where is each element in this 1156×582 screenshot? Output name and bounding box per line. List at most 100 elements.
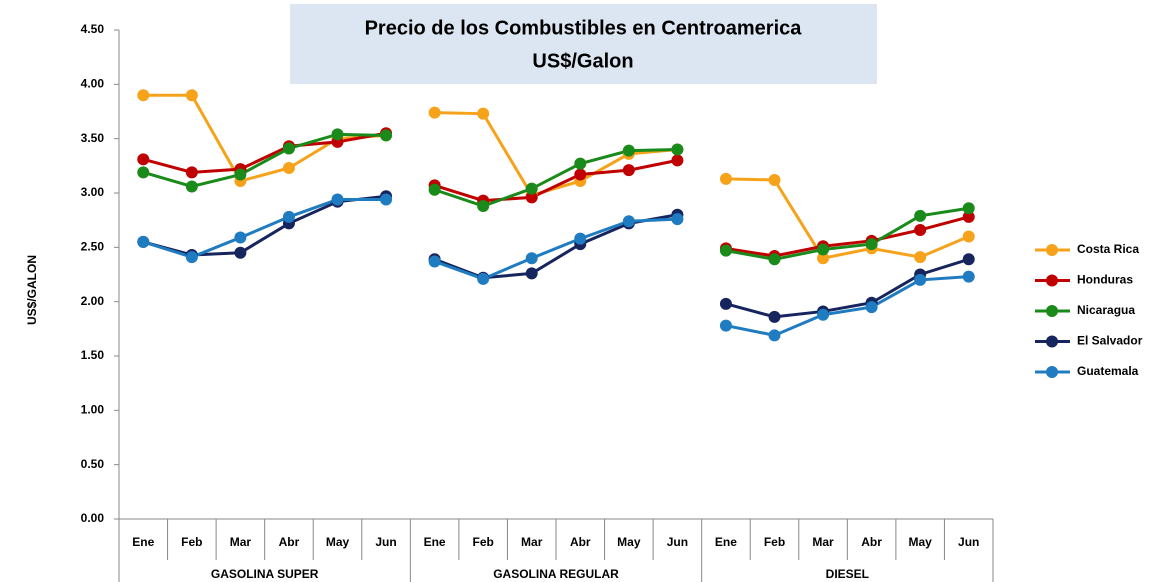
series-line [434,111,678,197]
marker [719,319,732,332]
chart-subtitle: US$/Galon [532,50,633,72]
marker [477,272,490,285]
group-label: DIESEL [826,567,869,581]
series-line [142,194,387,257]
title-box [290,4,877,84]
series-line [434,217,678,281]
x-tick-label: Ene [424,535,446,549]
marker [622,164,635,177]
marker [428,255,441,268]
x-tick-label: Abr [279,535,300,549]
marker [331,193,344,206]
marker [962,270,975,283]
marker [768,310,781,323]
series-line [434,158,678,203]
x-tick-label: Abr [570,535,591,549]
x-tick-label: May [908,535,932,549]
series-line [142,131,387,174]
series-line [434,213,678,280]
marker [137,153,150,166]
marker [185,251,198,264]
marker [574,232,587,245]
marker [719,172,732,185]
chart-title: Precio de los Combustibles en Centroamer… [365,17,803,39]
marker [525,191,538,204]
x-tick-label: Jun [667,535,688,549]
legend-marker [1046,244,1058,256]
legend-marker [1046,305,1058,317]
legend-label: Costa Rica [1077,242,1139,256]
y-tick-label: 1.50 [81,348,105,362]
legend-label: El Salvador [1077,334,1143,348]
marker [671,143,684,156]
marker [234,231,247,244]
marker [768,253,781,266]
marker [185,180,198,193]
legend-label: Nicaragua [1077,303,1135,317]
marker [768,173,781,186]
x-tick-label: Ene [132,535,154,549]
marker [380,193,393,206]
marker [234,246,247,259]
marker [817,308,830,321]
series-line [142,132,387,189]
marker [380,129,393,142]
series-line [142,198,387,259]
marker [914,209,927,222]
marker [914,223,927,236]
marker [137,235,150,248]
x-tick-label: Abr [861,535,882,549]
x-tick-label: May [617,535,641,549]
y-tick-label: 3.00 [81,185,105,199]
x-tick-label: Jun [375,535,396,549]
y-tick-label: 0.00 [81,511,105,525]
marker [428,106,441,119]
marker [574,168,587,181]
marker [525,267,538,280]
marker [817,243,830,256]
marker [671,213,684,226]
marker [622,144,635,157]
series-line [725,275,969,337]
series-line [434,148,678,208]
marker [962,230,975,243]
x-tick-label: Mar [812,535,834,549]
group-label: GASOLINA REGULAR [493,567,619,581]
marker [914,273,927,286]
marker [185,89,198,102]
x-tick-label: Feb [472,535,493,549]
marker [865,301,878,314]
y-tick-label: 4.00 [81,77,105,91]
x-tick-label: May [326,535,350,549]
y-tick-label: 1.00 [81,403,105,417]
marker [137,166,150,179]
marker [282,142,295,155]
legend-label: Guatemala [1077,364,1139,378]
legend-marker [1046,274,1058,287]
series-line [725,215,970,258]
marker [622,215,635,228]
y-axis-label: US$/GALON [25,255,39,325]
group-label: GASOLINA SUPER [211,567,319,581]
marker [525,182,538,195]
y-tick-label: 2.50 [81,240,105,254]
marker [719,244,732,257]
marker [719,297,732,310]
y-tick-label: 0.50 [81,457,105,471]
marker [865,238,878,251]
marker [962,210,975,223]
y-tick-label: 4.50 [81,22,105,36]
x-tick-label: Feb [764,535,785,549]
x-tick-label: Mar [521,535,543,549]
marker [331,128,344,141]
marker [185,166,198,179]
marker [282,210,295,223]
y-tick-label: 2.00 [81,294,105,308]
marker [817,252,830,265]
series-line [143,93,387,183]
marker [962,202,975,215]
marker [137,89,150,102]
x-tick-label: Ene [715,535,737,549]
marker [574,157,587,170]
